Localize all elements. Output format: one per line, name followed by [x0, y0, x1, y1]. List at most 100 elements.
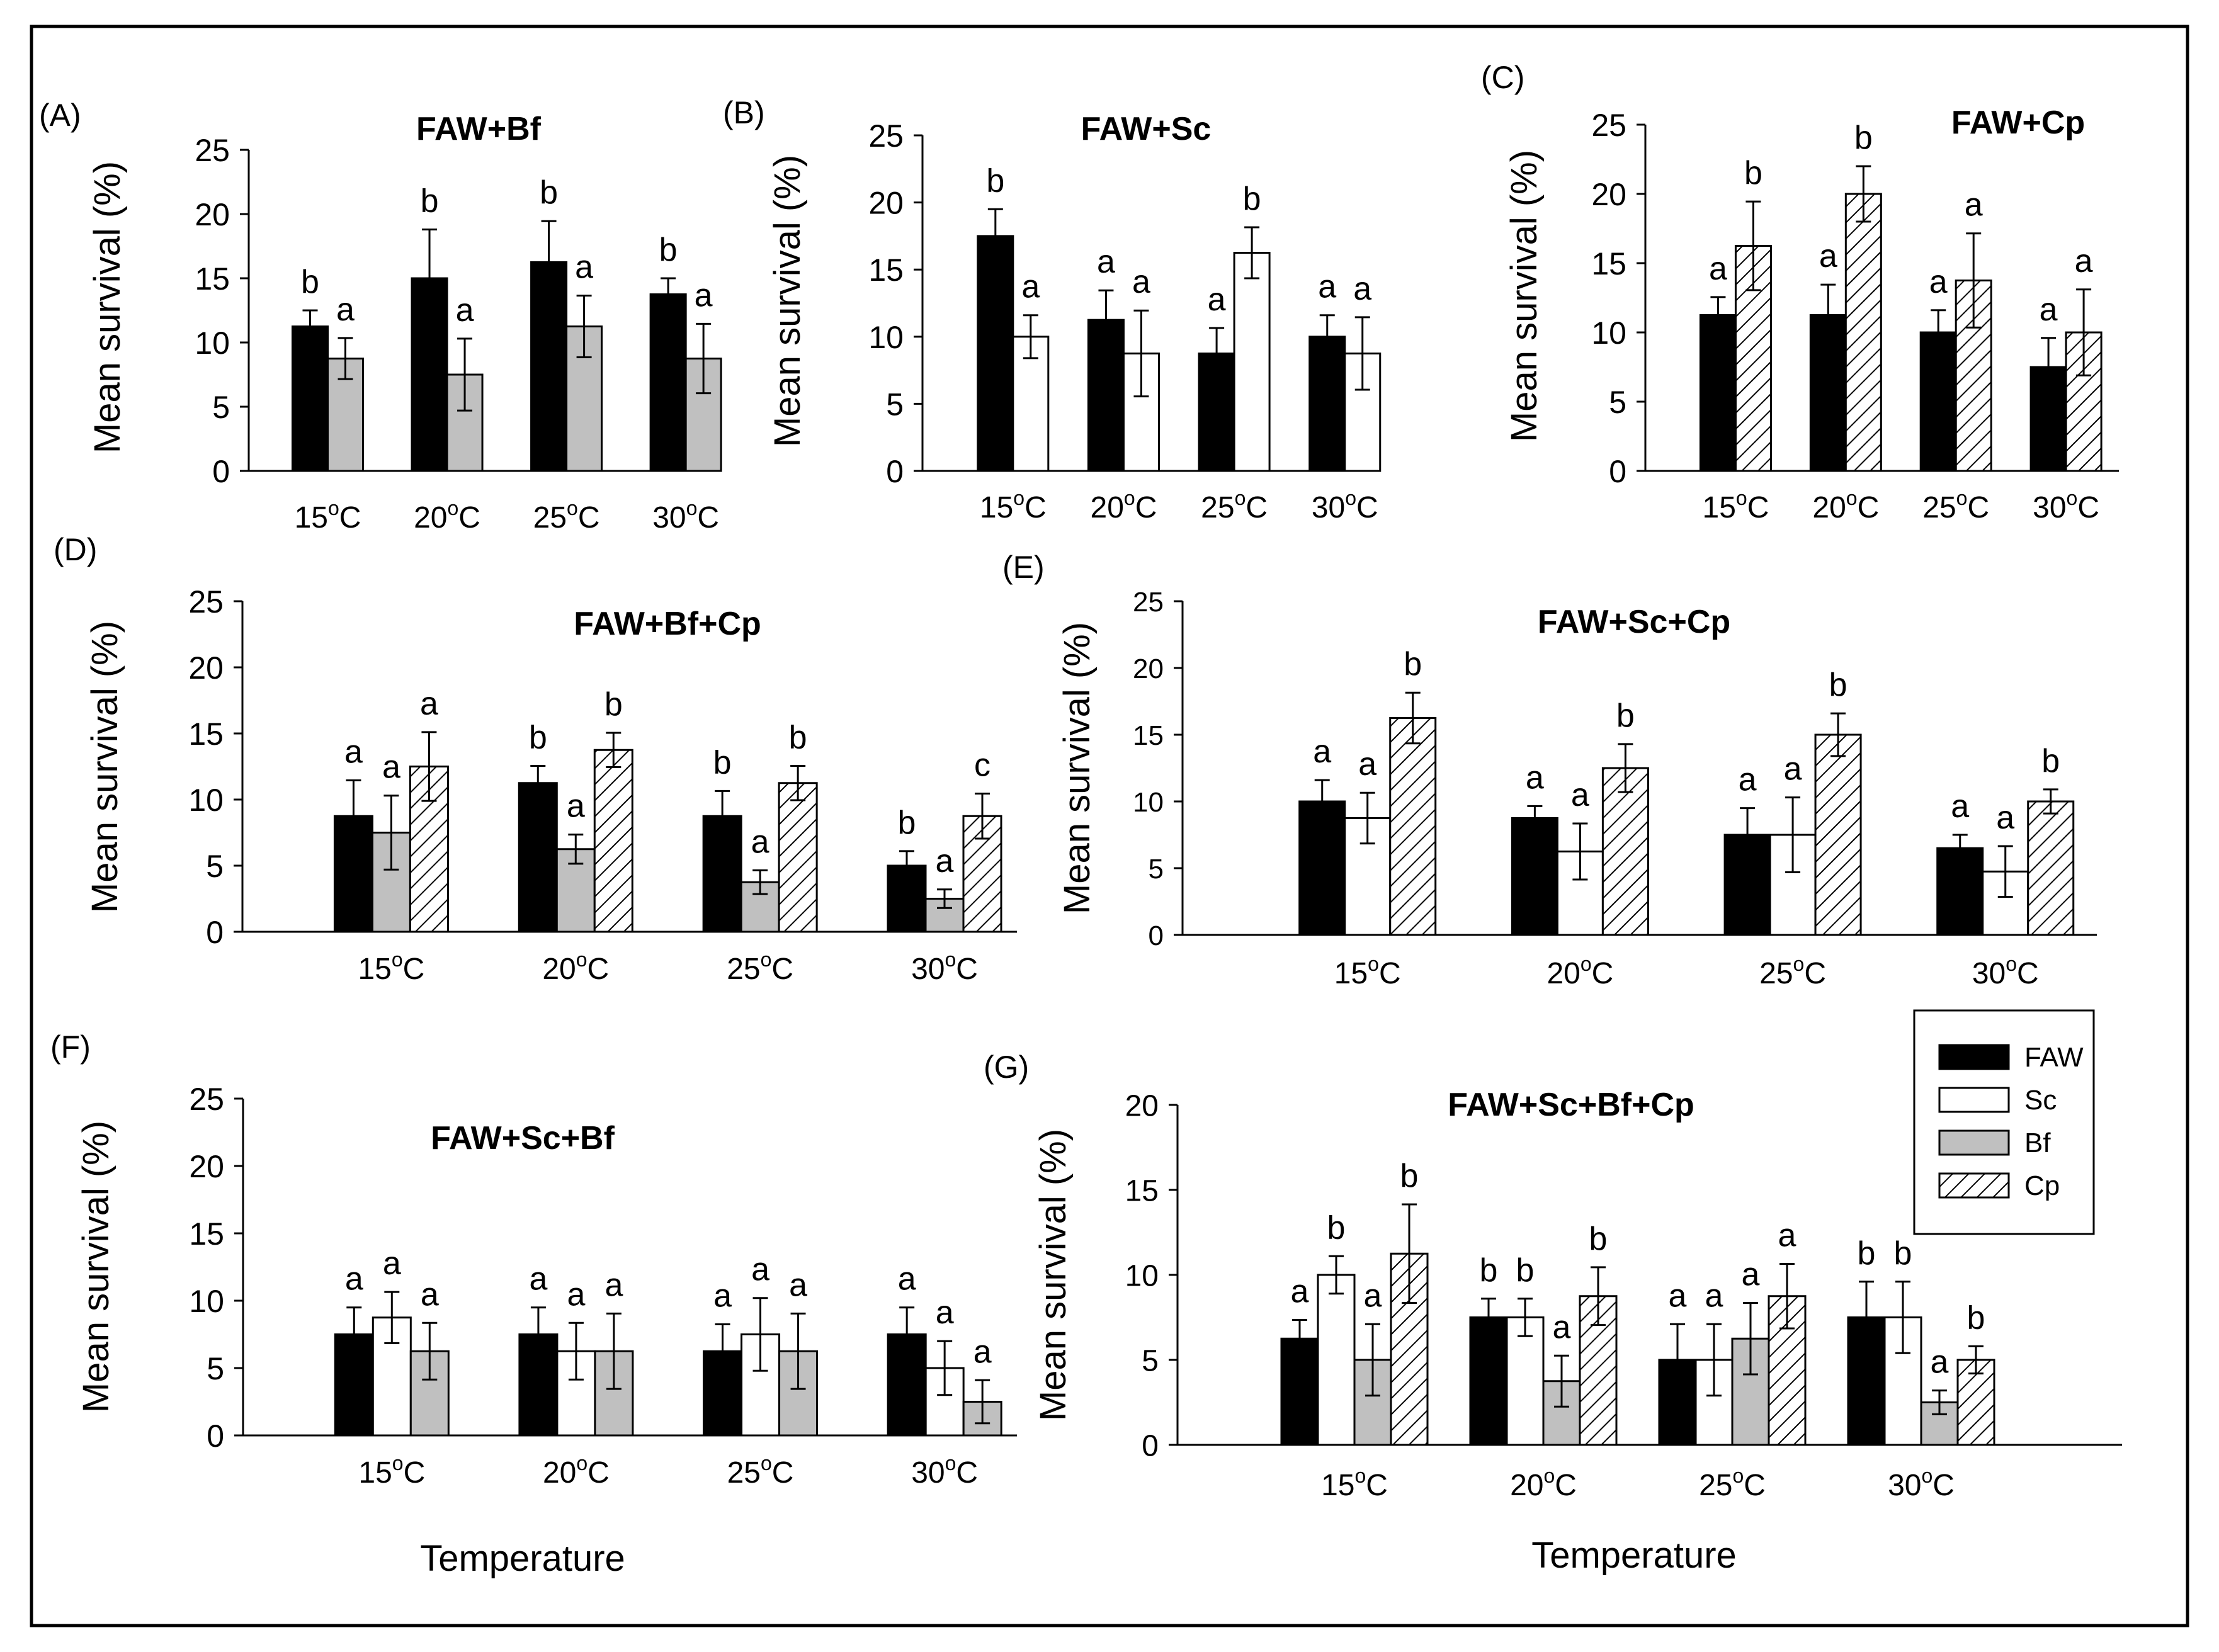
significance-letter: a [2075, 243, 2093, 280]
bar-sc [1317, 1274, 1356, 1446]
bar-cp [778, 782, 818, 933]
significance-letter: a [345, 1261, 363, 1298]
significance-letter: a [1669, 1277, 1687, 1314]
chart-title: FAW+Bf [416, 111, 542, 147]
y-tick-label: 25 [195, 133, 230, 168]
significance-letter: a [1364, 1277, 1382, 1314]
y-tick-label: 0 [206, 915, 224, 950]
y-tick-label: 25 [1133, 587, 1164, 618]
y-tick-label: 10 [188, 783, 224, 818]
chart-title: FAW+Cp [1951, 105, 2085, 141]
y-tick-label: 0 [886, 454, 904, 489]
panels-layer: (A) FAW+Bf Mean survival (%) 0 5 10 15 20 25 15oC… [39, 60, 2122, 1579]
significance-letter: c [974, 747, 990, 784]
panel-label: (F) [50, 1029, 91, 1065]
significance-letter: b [1327, 1209, 1346, 1246]
y-tick-label: 25 [189, 1082, 224, 1117]
x-tick-label: 15oC [295, 497, 361, 535]
x-tick-label: 25oC [727, 1452, 794, 1490]
bar-faw [649, 293, 687, 472]
significance-letter: a [1742, 1257, 1760, 1293]
x-tick-label: 20oC [542, 948, 609, 986]
x-tick-label: 20oC [1510, 1464, 1577, 1502]
significance-letter: a [789, 1267, 807, 1303]
x-tick-label: 15oC [358, 1452, 425, 1490]
significance-letter: b [1589, 1221, 1608, 1257]
x-tick-label: 30oC [1972, 953, 2039, 990]
legend-swatch-sc [1938, 1087, 2010, 1113]
significance-letter: b [986, 162, 1004, 199]
y-tick-label: 20 [1133, 653, 1164, 684]
significance-letter: b [301, 264, 319, 300]
bar-faw [1511, 817, 1558, 936]
significance-letter: a [344, 734, 363, 771]
significance-letter: a [456, 292, 474, 329]
y-tick-label: 15 [1133, 720, 1164, 751]
y-axis-label: Mean survival (%) [1504, 150, 1545, 442]
chart-title: FAW+Bf+Cp [574, 606, 761, 642]
significance-letter: a [567, 788, 585, 825]
legend-item-bf: Bf [1938, 1128, 2051, 1158]
significance-letter: a [751, 823, 769, 860]
panel-d: (D) FAW+Bf+Cp Mean survival (%) 0 5 10 15 20 25 1… [54, 532, 1017, 986]
y-tick-label: 15 [189, 1216, 224, 1252]
y-axis-label: Mean survival (%) [1057, 622, 1098, 914]
legend-swatch-bf [1938, 1129, 2010, 1156]
significance-letter: a [1784, 751, 1802, 788]
significance-letter: a [1358, 746, 1376, 783]
legend-label-bf: Bf [2024, 1128, 2051, 1158]
significance-letter: b [421, 183, 439, 219]
bar-cp [593, 749, 633, 933]
significance-letter: a [936, 843, 954, 880]
y-tick-label: 5 [1609, 385, 1626, 420]
y-tick-label: 0 [1149, 920, 1164, 951]
panel-b: (B) FAW+Sc Mean survival (%) 0 5 10 15 20 25 15oC… [723, 95, 1382, 524]
x-tick-label: 25oC [727, 948, 793, 986]
significance-letter: a [1571, 777, 1589, 813]
x-tick-label: 20oC [543, 1452, 610, 1490]
y-axis-label: Mean survival (%) [1033, 1129, 1074, 1421]
significance-letter: a [604, 1267, 623, 1303]
panel-c: (C) FAW+Cp Mean survival (%) 0 5 10 15 20 25 15oC… [1481, 60, 2119, 524]
significance-letter: a [751, 1252, 769, 1288]
bar-sc [1344, 352, 1382, 472]
significance-letter: a [1291, 1274, 1309, 1310]
bar-cp [1601, 767, 1649, 936]
significance-letter: a [575, 249, 593, 286]
x-tick-label: 30oC [652, 497, 719, 535]
significance-letter: a [973, 1333, 992, 1370]
y-tick-label: 10 [189, 1284, 224, 1319]
y-tick-label: 20 [1591, 177, 1626, 212]
bar-sc [1233, 252, 1271, 472]
x-tick-label: 15oC [1321, 1464, 1388, 1502]
significance-letter: b [1616, 698, 1635, 734]
panel-label: (B) [723, 95, 765, 130]
significance-letter: a [1208, 281, 1226, 318]
panel-g: (G) FAW+Sc+Bf+Cp Mean survival (%) 0 5 10 15 20… [984, 1049, 2122, 1576]
panel-f: (F) FAW+Sc+Bf Mean survival (%) 0 5 10 15 20 25 1… [50, 1029, 1017, 1579]
significance-letter: b [1243, 181, 1261, 217]
x-tick-label: 25oC [1922, 487, 1989, 524]
y-axis-label: Mean survival (%) [76, 1121, 116, 1413]
y-tick-label: 5 [207, 1351, 224, 1386]
x-tick-label: 25oC [1201, 487, 1268, 524]
significance-letter: a [421, 1276, 439, 1313]
bar-faw [1699, 314, 1737, 472]
bar-cp [1844, 193, 1882, 472]
legend-swatch-faw [1938, 1044, 2010, 1070]
panel-label: (E) [1002, 550, 1045, 585]
significance-letter: b [1744, 155, 1762, 191]
significance-letter: a [567, 1276, 585, 1313]
bar-sc [1506, 1316, 1545, 1446]
significance-letter: b [1400, 1158, 1419, 1194]
significance-letter: b [1829, 667, 1847, 703]
significance-letter: b [898, 805, 916, 841]
significance-letter: a [1097, 244, 1115, 280]
y-tick-label: 5 [212, 390, 230, 425]
chart-title: FAW+Sc+Bf+Cp [1448, 1087, 1694, 1123]
x-tick-label: 30oC [911, 1452, 978, 1490]
significance-letter: a [383, 1245, 401, 1282]
significance-letter: a [898, 1261, 916, 1298]
significance-letter: a [420, 686, 438, 722]
y-tick-label: 10 [1591, 315, 1626, 351]
